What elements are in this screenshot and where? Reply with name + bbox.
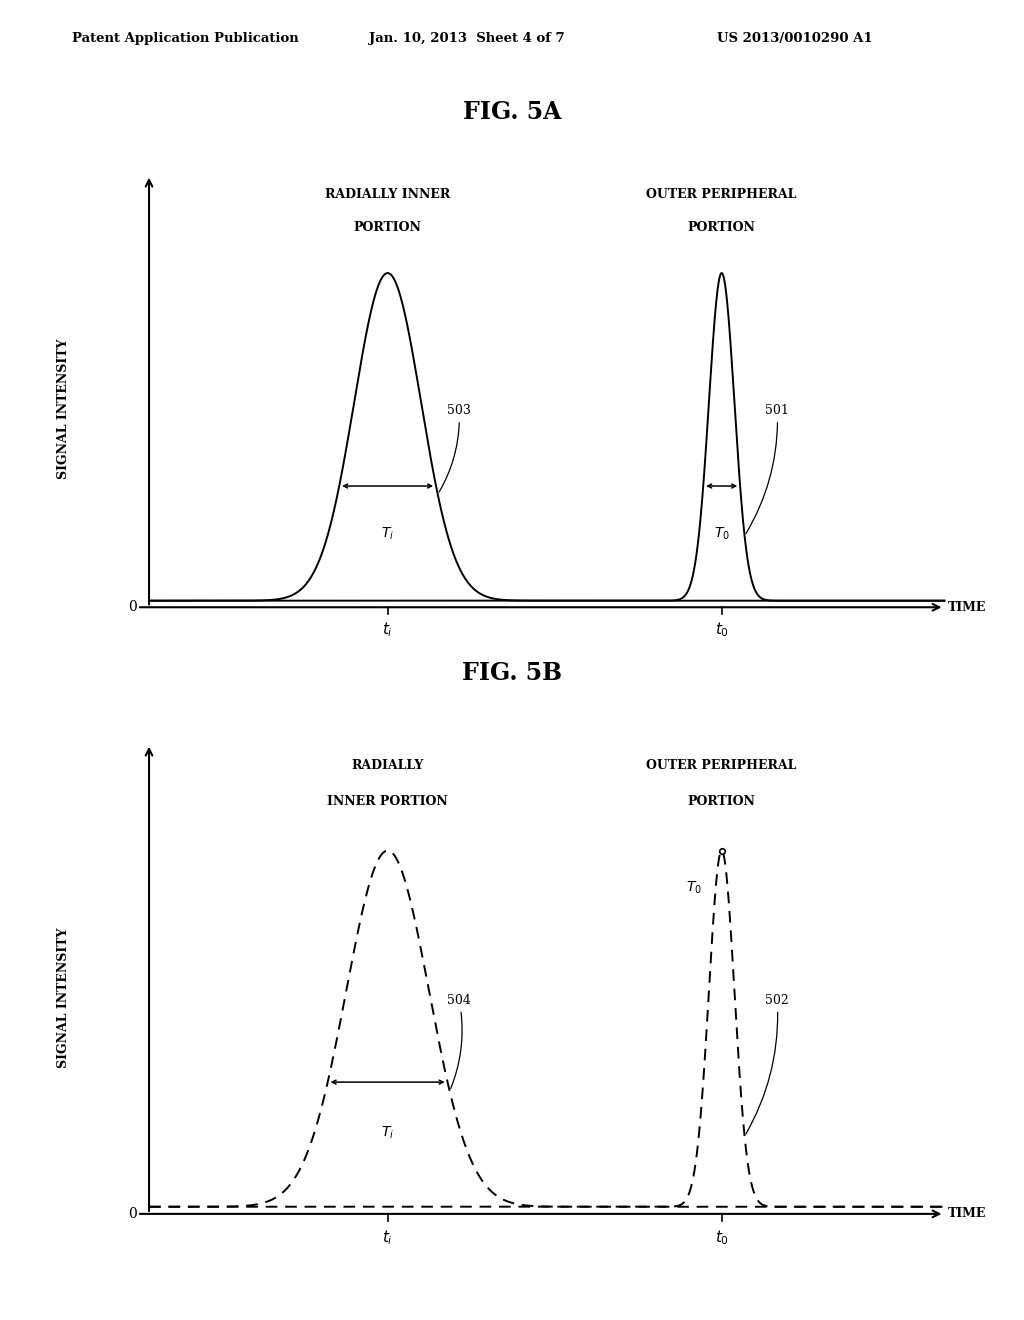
Text: RADIALLY: RADIALLY	[351, 759, 424, 772]
Text: $t_0$: $t_0$	[715, 620, 729, 639]
Text: SIGNAL INTENSITY: SIGNAL INTENSITY	[57, 339, 70, 479]
Text: Jan. 10, 2013  Sheet 4 of 7: Jan. 10, 2013 Sheet 4 of 7	[369, 32, 564, 45]
Text: $T_0$: $T_0$	[686, 879, 701, 895]
Text: FIG. 5A: FIG. 5A	[463, 100, 561, 124]
Text: RADIALLY INNER: RADIALLY INNER	[325, 187, 451, 201]
Text: PORTION: PORTION	[353, 220, 422, 234]
Text: $t_0$: $t_0$	[715, 1228, 729, 1247]
Text: $t_i$: $t_i$	[382, 620, 393, 639]
Text: 503: 503	[439, 404, 471, 492]
Text: Patent Application Publication: Patent Application Publication	[72, 32, 298, 45]
Text: INNER PORTION: INNER PORTION	[328, 795, 449, 808]
Text: US 2013/0010290 A1: US 2013/0010290 A1	[717, 32, 872, 45]
Text: 501: 501	[746, 404, 790, 533]
Text: FIG. 5B: FIG. 5B	[462, 661, 562, 685]
Text: PORTION: PORTION	[688, 220, 756, 234]
Text: 0: 0	[128, 601, 137, 614]
Text: 0: 0	[128, 1206, 137, 1221]
Text: $T_0$: $T_0$	[714, 525, 730, 541]
Text: $t_i$: $t_i$	[382, 1228, 393, 1247]
Text: SIGNAL INTENSITY: SIGNAL INTENSITY	[57, 928, 70, 1068]
Text: 502: 502	[745, 994, 790, 1134]
Text: 504: 504	[447, 994, 471, 1089]
Text: OUTER PERIPHERAL: OUTER PERIPHERAL	[646, 759, 797, 772]
Text: OUTER PERIPHERAL: OUTER PERIPHERAL	[646, 187, 797, 201]
Text: $T_i$: $T_i$	[381, 525, 394, 541]
Text: TIME: TIME	[948, 601, 987, 614]
Text: TIME: TIME	[948, 1208, 987, 1221]
Text: $T_i$: $T_i$	[381, 1125, 394, 1142]
Text: PORTION: PORTION	[688, 795, 756, 808]
